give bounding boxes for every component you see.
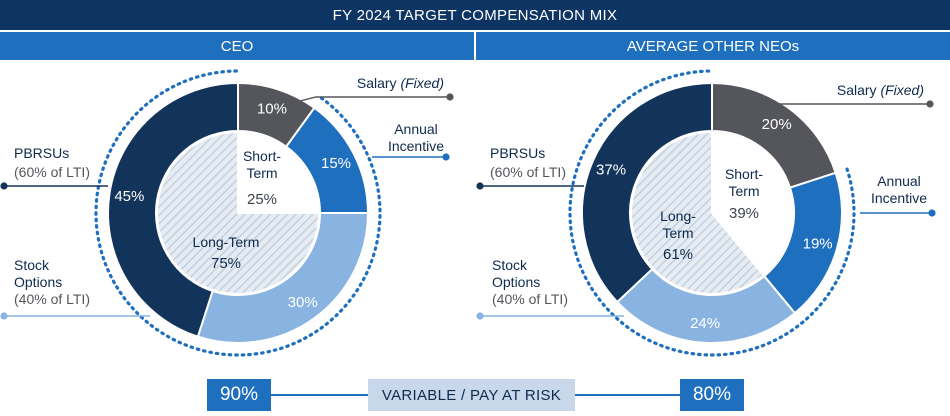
ceo-stock-options-dot (0, 312, 8, 320)
neo-pbrsus-dot (476, 182, 484, 190)
ceo-salary-callout: Salary (Fixed) (357, 75, 444, 91)
ceo-stock-options-note: (40% of LTI) (14, 291, 90, 307)
neo-long-term-value: 61% (663, 246, 693, 263)
ceo-long-term-value: 75% (211, 255, 241, 272)
ceo-pbrsus-dot (0, 182, 8, 190)
ceo-short-term-value: 25% (247, 191, 277, 208)
ceo-inner-short-term (238, 132, 319, 213)
neo-value-label-stock-options: 24% (690, 315, 720, 332)
neo-panel-header: AVERAGE OTHER NEOs (476, 32, 950, 60)
ceo-variable-pay-value: 90% (207, 379, 271, 411)
ceo-value-label-salary: 10% (257, 100, 287, 117)
ceo-stock-options-callout: Stock Options (14, 257, 62, 290)
neo-variable-pay-value: 80% (680, 379, 744, 411)
neo-value-label-pbrsus: 37% (596, 161, 626, 178)
ceo-pbrsus-callout: PBRSUs (14, 145, 69, 161)
ceo-value-label-pbrsus: 45% (114, 188, 144, 205)
neo-pbrsus-note: (60% of LTI) (490, 164, 566, 180)
neo-stock-options-callout: Stock Options (492, 257, 540, 290)
ceo-panel-header: CEO (0, 32, 474, 60)
ceo-inner-long-term (156, 130, 321, 295)
ceo-annual-incentive-dot (442, 153, 450, 161)
ceo-annual-incentive-callout: Annual Incentive (388, 121, 444, 154)
chart-title: FY 2024 TARGET COMPENSATION MIX (0, 0, 950, 30)
neo-short-term-value: 39% (729, 205, 759, 222)
variable-pay-at-risk-label: VARIABLE / PAY AT RISK (368, 379, 575, 411)
ceo-value-label-annual-incentive: 15% (321, 155, 351, 172)
footer-connector-left (270, 394, 370, 396)
ceo-long-term-label: Long-Term (193, 234, 260, 250)
neo-value-label-salary: 20% (762, 116, 792, 133)
ceo-salary-leader (283, 96, 450, 106)
neo-stock-options-note: (40% of LTI) (492, 291, 568, 307)
neo-salary-callout: Salary (Fixed) (837, 82, 924, 98)
ceo-variable-pay-dotted-arc (94, 69, 382, 357)
neo-salary-dot (926, 100, 934, 108)
neo-value-label-annual-incentive: 19% (803, 236, 833, 253)
ceo-pbrsus-note: (60% of LTI) (14, 164, 90, 180)
neo-short-term-label: Short-Term (725, 166, 763, 199)
ceo-salary-dot (446, 93, 454, 101)
neo-variable-pay-dotted-arc (568, 69, 856, 357)
neo-stock-options-dot (476, 312, 484, 320)
ceo-short-term-label: Short-Term (243, 148, 281, 181)
neo-pbrsus-callout: PBRSUs (490, 145, 545, 161)
compensation-donut-charts: 10% 15% 30% 45% Short-Term 25% Long-Term 75% Sal… (0, 69, 936, 357)
neo-annual-incentive-dot (928, 209, 936, 217)
neo-long-term-label: Long-Term (660, 208, 696, 241)
neo-annual-incentive-callout: Annual Incentive (871, 173, 927, 206)
ceo-value-label-stock-options: 30% (288, 294, 318, 311)
footer-connector-right (573, 394, 681, 396)
neo-inner-long-term (630, 130, 766, 295)
neo-inner-short-term (712, 132, 793, 276)
